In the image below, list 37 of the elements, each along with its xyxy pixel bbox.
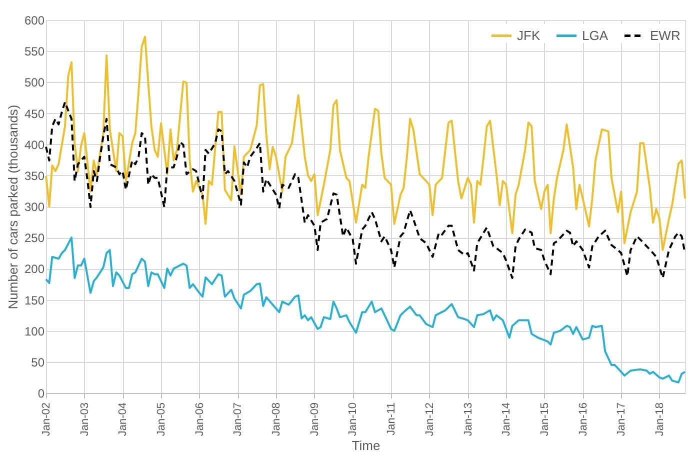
x-tick-label: Jan-08 bbox=[270, 402, 283, 436]
line-series bbox=[45, 101, 686, 279]
x-tick-label: Jan-13 bbox=[462, 402, 474, 436]
x-tick-label: Jan-05 bbox=[156, 402, 168, 436]
y-tick-label: 100 bbox=[24, 324, 45, 338]
line-series bbox=[45, 236, 686, 384]
y-tick-label: 0 bbox=[38, 386, 45, 400]
x-tick-label: Jan-07 bbox=[232, 402, 244, 436]
x-tick-label: Jan-17 bbox=[616, 402, 628, 436]
y-tick-label: 150 bbox=[24, 293, 45, 308]
y-tick-label: 200 bbox=[24, 262, 45, 276]
x-tick-label: Jan-11 bbox=[386, 402, 398, 436]
x-tick-label: Jan-03 bbox=[78, 402, 91, 436]
y-tick-label: 400 bbox=[24, 138, 45, 152]
x-tick-label: Jan-06 bbox=[194, 402, 206, 436]
y-tick-label: 600 bbox=[24, 14, 45, 28]
x-tick-label: Jan-15 bbox=[538, 402, 551, 436]
x-tick-label: Jan-12 bbox=[424, 402, 436, 436]
x-tick-label: Jan-02 bbox=[40, 402, 52, 436]
y-tick-label: 450 bbox=[24, 106, 45, 121]
x-tick-label: Jan-10 bbox=[347, 402, 360, 436]
legend-label: EWR bbox=[650, 28, 680, 43]
y-tick-label: 550 bbox=[24, 44, 45, 59]
y-tick-label: 50 bbox=[31, 355, 45, 370]
x-axis-title: Time bbox=[352, 438, 380, 454]
y-tick-label: 300 bbox=[24, 200, 45, 214]
x-tick-label: Jan-14 bbox=[500, 402, 513, 436]
legend-label: JFK bbox=[517, 28, 540, 43]
y-tick-label: 500 bbox=[24, 76, 45, 90]
y-tick-label: 250 bbox=[24, 231, 45, 246]
legend-label: LGA bbox=[582, 28, 608, 43]
x-tick-label: Jan-16 bbox=[577, 402, 590, 436]
y-tick-label: 350 bbox=[24, 168, 45, 183]
x-tick-label: Jan-09 bbox=[308, 402, 321, 436]
x-tick-label: Jan-04 bbox=[117, 402, 130, 436]
x-tick-label: Jan-18 bbox=[654, 402, 666, 436]
y-axis-title: Number of cars parked (thousands) bbox=[5, 104, 20, 310]
